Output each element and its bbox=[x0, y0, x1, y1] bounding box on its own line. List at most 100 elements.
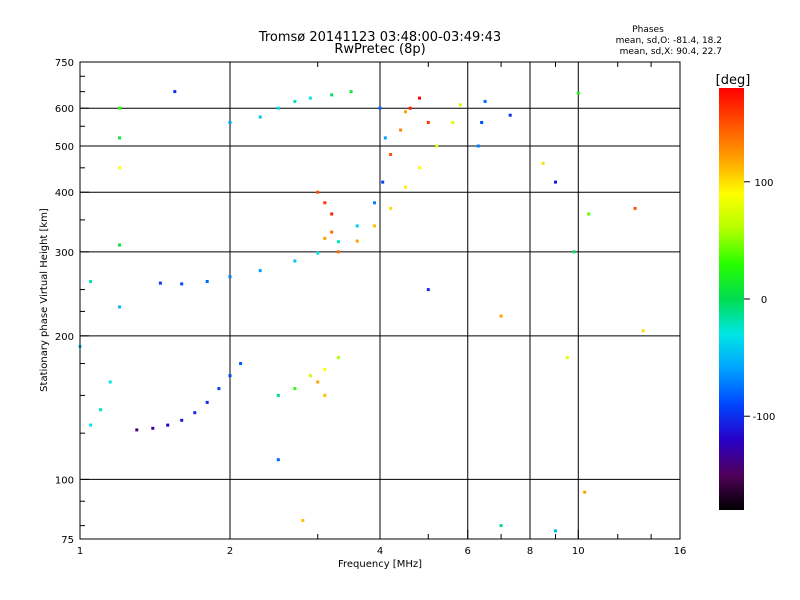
data-point-0-5 bbox=[228, 374, 232, 378]
data-point-3-0 bbox=[389, 153, 393, 156]
data-point-3-7 bbox=[378, 106, 382, 110]
data-point-5-1 bbox=[258, 115, 262, 119]
data-point-1-1 bbox=[180, 282, 184, 286]
data-point-5-0 bbox=[228, 121, 232, 124]
data-point-5-5 bbox=[330, 93, 334, 97]
data-point-3-3 bbox=[418, 96, 421, 100]
colorbar-tick-label-0: 0 bbox=[761, 295, 767, 306]
data-point-8-0 bbox=[426, 288, 430, 292]
colorbar bbox=[719, 88, 744, 510]
data-point-2-1 bbox=[355, 239, 359, 243]
y-tick-label-200: 200 bbox=[55, 332, 74, 343]
data-point-3-5 bbox=[404, 110, 407, 114]
data-point-8-12 bbox=[583, 490, 587, 494]
data-point-0-1 bbox=[180, 418, 184, 422]
data-point-2-7 bbox=[451, 121, 455, 124]
data-point-5-4 bbox=[308, 96, 312, 100]
data-point-1-6 bbox=[316, 251, 320, 255]
data-point-8-8 bbox=[565, 356, 569, 360]
data-point-8-19 bbox=[118, 243, 121, 247]
x-axis-ticks: 1 2 4 6 8 10 16 bbox=[77, 62, 687, 557]
data-point-7-5 bbox=[118, 305, 121, 309]
data-point-1-10 bbox=[381, 180, 385, 184]
stats-line-x: mean, sd,X: 90.4, 22.7 bbox=[620, 47, 722, 57]
data-point-1-3 bbox=[228, 275, 232, 279]
y-tick-label-600: 600 bbox=[55, 104, 74, 115]
colorbar-ticks: 100 0 -100 bbox=[744, 178, 775, 423]
data-point-2-4 bbox=[404, 185, 407, 189]
x-tick-label-2: 2 bbox=[227, 546, 233, 557]
data-point-6-1 bbox=[293, 387, 297, 391]
data-point-8-11 bbox=[554, 529, 557, 533]
y-axis-ticks: 75 100 200 300 400 500 600 750 bbox=[55, 58, 89, 546]
x-tick-label-8: 8 bbox=[527, 546, 533, 557]
y-tick-label-500: 500 bbox=[55, 142, 74, 153]
data-point-1-8 bbox=[355, 224, 359, 228]
data-point-3-6 bbox=[383, 136, 387, 140]
data-point-3-4 bbox=[426, 121, 430, 124]
data-point-4-0 bbox=[316, 190, 320, 194]
data-point-8-9 bbox=[576, 91, 580, 95]
data-point-0-2 bbox=[193, 411, 197, 415]
data-point-1-4 bbox=[258, 269, 262, 273]
data-point-8-14 bbox=[301, 519, 305, 522]
data-point-8-17 bbox=[118, 106, 121, 110]
y-tick-label-750: 750 bbox=[55, 58, 74, 69]
data-point-6-5 bbox=[323, 393, 327, 397]
x-tick-label-6: 6 bbox=[465, 546, 471, 557]
data-point-2-0 bbox=[336, 250, 340, 254]
data-point-8-15 bbox=[276, 458, 280, 462]
data-point-6-3 bbox=[323, 368, 327, 371]
data-point-8-20 bbox=[173, 90, 177, 94]
data-point-2-5 bbox=[418, 166, 421, 170]
data-point-8-6 bbox=[587, 212, 591, 216]
data-point-8-16 bbox=[118, 166, 121, 170]
data-point-6-2 bbox=[308, 374, 312, 378]
data-point-3-1 bbox=[399, 128, 403, 132]
x-tick-label-16: 16 bbox=[674, 546, 687, 557]
data-point-0-6 bbox=[239, 362, 243, 365]
colorbar-tick-label-100: 100 bbox=[754, 178, 773, 189]
data-point-1-9 bbox=[373, 201, 376, 205]
data-point-2-3 bbox=[389, 206, 393, 210]
data-point-4-2 bbox=[330, 212, 334, 216]
data-point-8-1 bbox=[483, 99, 487, 103]
data-point-8-18 bbox=[118, 136, 121, 140]
y-tick-label-75: 75 bbox=[61, 535, 74, 546]
data-point-1-2 bbox=[205, 280, 209, 283]
plot-grid bbox=[80, 62, 680, 539]
data-point-5-3 bbox=[293, 99, 297, 103]
data-point-2-6 bbox=[435, 144, 439, 148]
data-point-2-2 bbox=[373, 224, 376, 228]
x-axis-label: Frequency [MHz] bbox=[338, 559, 422, 570]
chart-title-line2: RwPretec (8p) bbox=[334, 42, 425, 57]
data-point-8-10 bbox=[499, 524, 503, 528]
data-point-8-23 bbox=[508, 113, 512, 117]
data-point-0-4 bbox=[217, 387, 221, 391]
chart-title-line1: Tromsø 20141123 03:48:00-03:49:43 bbox=[258, 30, 501, 45]
y-tick-label-400: 400 bbox=[55, 188, 74, 199]
colorbar-tick-label--100: -100 bbox=[753, 412, 776, 423]
data-point-0-0 bbox=[166, 423, 170, 427]
y-axis-label: Stationary phase Virtual Height [km] bbox=[39, 208, 50, 392]
data-point-8-13 bbox=[641, 329, 645, 333]
data-point-0-8 bbox=[135, 428, 139, 432]
data-point-7-4 bbox=[108, 380, 112, 384]
data-point-2-8 bbox=[458, 103, 462, 107]
x-tick-label-10: 10 bbox=[572, 546, 585, 557]
data-point-1-7 bbox=[336, 240, 340, 244]
data-point-6-6 bbox=[316, 380, 320, 384]
data-point-8-4 bbox=[554, 180, 557, 184]
data-point-8-22 bbox=[480, 121, 484, 124]
data-point-8-3 bbox=[541, 161, 545, 165]
data-point-8-21 bbox=[476, 144, 480, 148]
x-tick-label-1: 1 bbox=[77, 546, 83, 557]
data-point-4-4 bbox=[323, 236, 327, 240]
colorbar-label: [deg] bbox=[716, 73, 751, 88]
data-point-7-3 bbox=[89, 280, 93, 283]
data-point-5-2 bbox=[276, 106, 280, 110]
data-point-8-5 bbox=[572, 250, 576, 254]
data-point-4-3 bbox=[330, 230, 334, 234]
stats-title: Phases bbox=[632, 25, 664, 35]
